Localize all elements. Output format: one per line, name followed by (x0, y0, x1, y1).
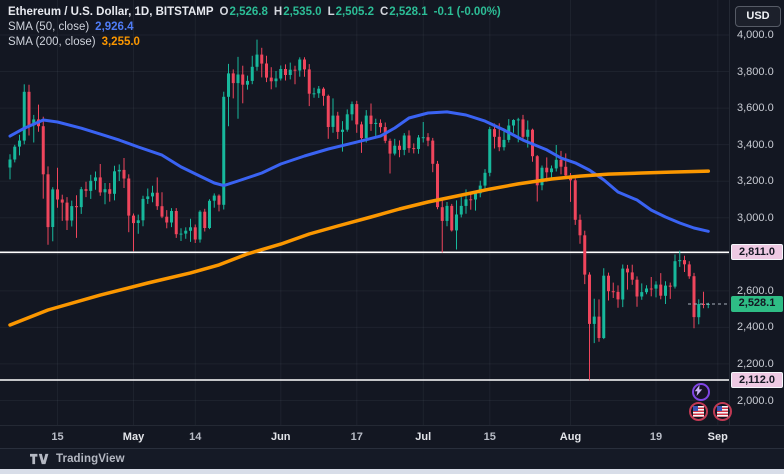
time-tick-label: Jun (270, 431, 291, 443)
sma200-line[interactable] (8, 169, 711, 327)
grid-layer (0, 0, 729, 425)
us-economic-event-icon[interactable] (713, 402, 732, 421)
sma50-line[interactable] (8, 110, 710, 233)
current-price-label: 2,528.1 (731, 295, 783, 312)
time-tick-label: 14 (189, 431, 202, 443)
time-axis[interactable]: 15 May 14 Jun 17 Jul 15 Aug 19 Sep (0, 425, 784, 448)
time-tick-label: 15 (51, 431, 64, 443)
symbol-legend-row[interactable]: Ethereum / U.S. Dollar, 1D, BITSTAMP O 2,… (8, 5, 501, 20)
price-tick-label: 3,000.0 (737, 211, 774, 224)
us-economic-event-icon[interactable] (689, 402, 708, 421)
sma50-value: 2,926.4 (95, 21, 134, 33)
price-tick-label: 4,000.0 (737, 29, 774, 41)
candles-layer (8, 39, 710, 381)
time-tick-label: 19 (649, 431, 663, 443)
price-tick-label: 2,200.0 (737, 357, 774, 370)
price-chart-pane[interactable]: Ethereum / U.S. Dollar, 1D, BITSTAMP O 2,… (0, 0, 732, 425)
price-tick-label: 2,400.0 (737, 321, 774, 334)
lightning-event-icon[interactable] (692, 383, 710, 401)
high-value: H 2,535.0 (273, 6, 322, 18)
sma50-legend-row[interactable]: SMA (50, close) 2,926.4 (8, 20, 501, 35)
sma200-value: 3,255.0 (101, 36, 140, 48)
time-tick-label: 17 (350, 431, 363, 443)
open-value: O 2,526.8 (219, 6, 268, 18)
close-value: C 2,528.1 (379, 6, 428, 18)
page-edge-strip (0, 469, 784, 474)
price-tick-label: 2,000.0 (737, 394, 774, 407)
lightning-bolt-glyph (694, 385, 703, 396)
price-axis[interactable]: USD 4,000.0 3,800.0 3,600.0 3,400.0 3,200.0 3… (729, 0, 784, 425)
time-tick-label: Jul (415, 431, 432, 443)
time-tick-label: Sep (707, 431, 728, 443)
sma200-legend-row[interactable]: SMA (200, close) 3,255.0 (8, 35, 501, 50)
level-price-label: 2,112.0 (731, 372, 783, 389)
us-flag-icon (717, 406, 728, 417)
tradingview-link[interactable]: TradingView (56, 453, 125, 465)
us-flag-icon (693, 406, 704, 417)
chart-legend: Ethereum / U.S. Dollar, 1D, BITSTAMP O 2,… (8, 5, 501, 50)
symbol-title: Ethereum / U.S. Dollar, 1D, BITSTAMP (8, 6, 214, 18)
currency-toggle-button[interactable]: USD (735, 6, 781, 27)
time-tick-label: May (122, 431, 145, 443)
time-tick-label: Aug (559, 431, 582, 443)
time-tick-label: 15 (483, 431, 496, 443)
price-tick-label: 3,600.0 (737, 102, 774, 115)
sma50-label: SMA (50, close) (8, 21, 90, 33)
price-tick-label: 3,800.0 (737, 65, 774, 78)
attribution-bar: TradingView (0, 448, 784, 469)
low-value: L 2,505.2 (327, 6, 374, 18)
price-tick-label: 3,400.0 (737, 138, 774, 151)
tradingview-logo-icon[interactable] (30, 453, 49, 465)
candlestick-chart (0, 0, 729, 425)
change-value: -0.1 (-0.00%) (433, 6, 501, 18)
price-tick-label: 3,200.0 (737, 175, 774, 188)
level-price-label: 2,811.0 (731, 244, 783, 261)
sma200-label: SMA (200, close) (8, 36, 96, 48)
price-tick-label: 2,600.0 (737, 284, 774, 297)
